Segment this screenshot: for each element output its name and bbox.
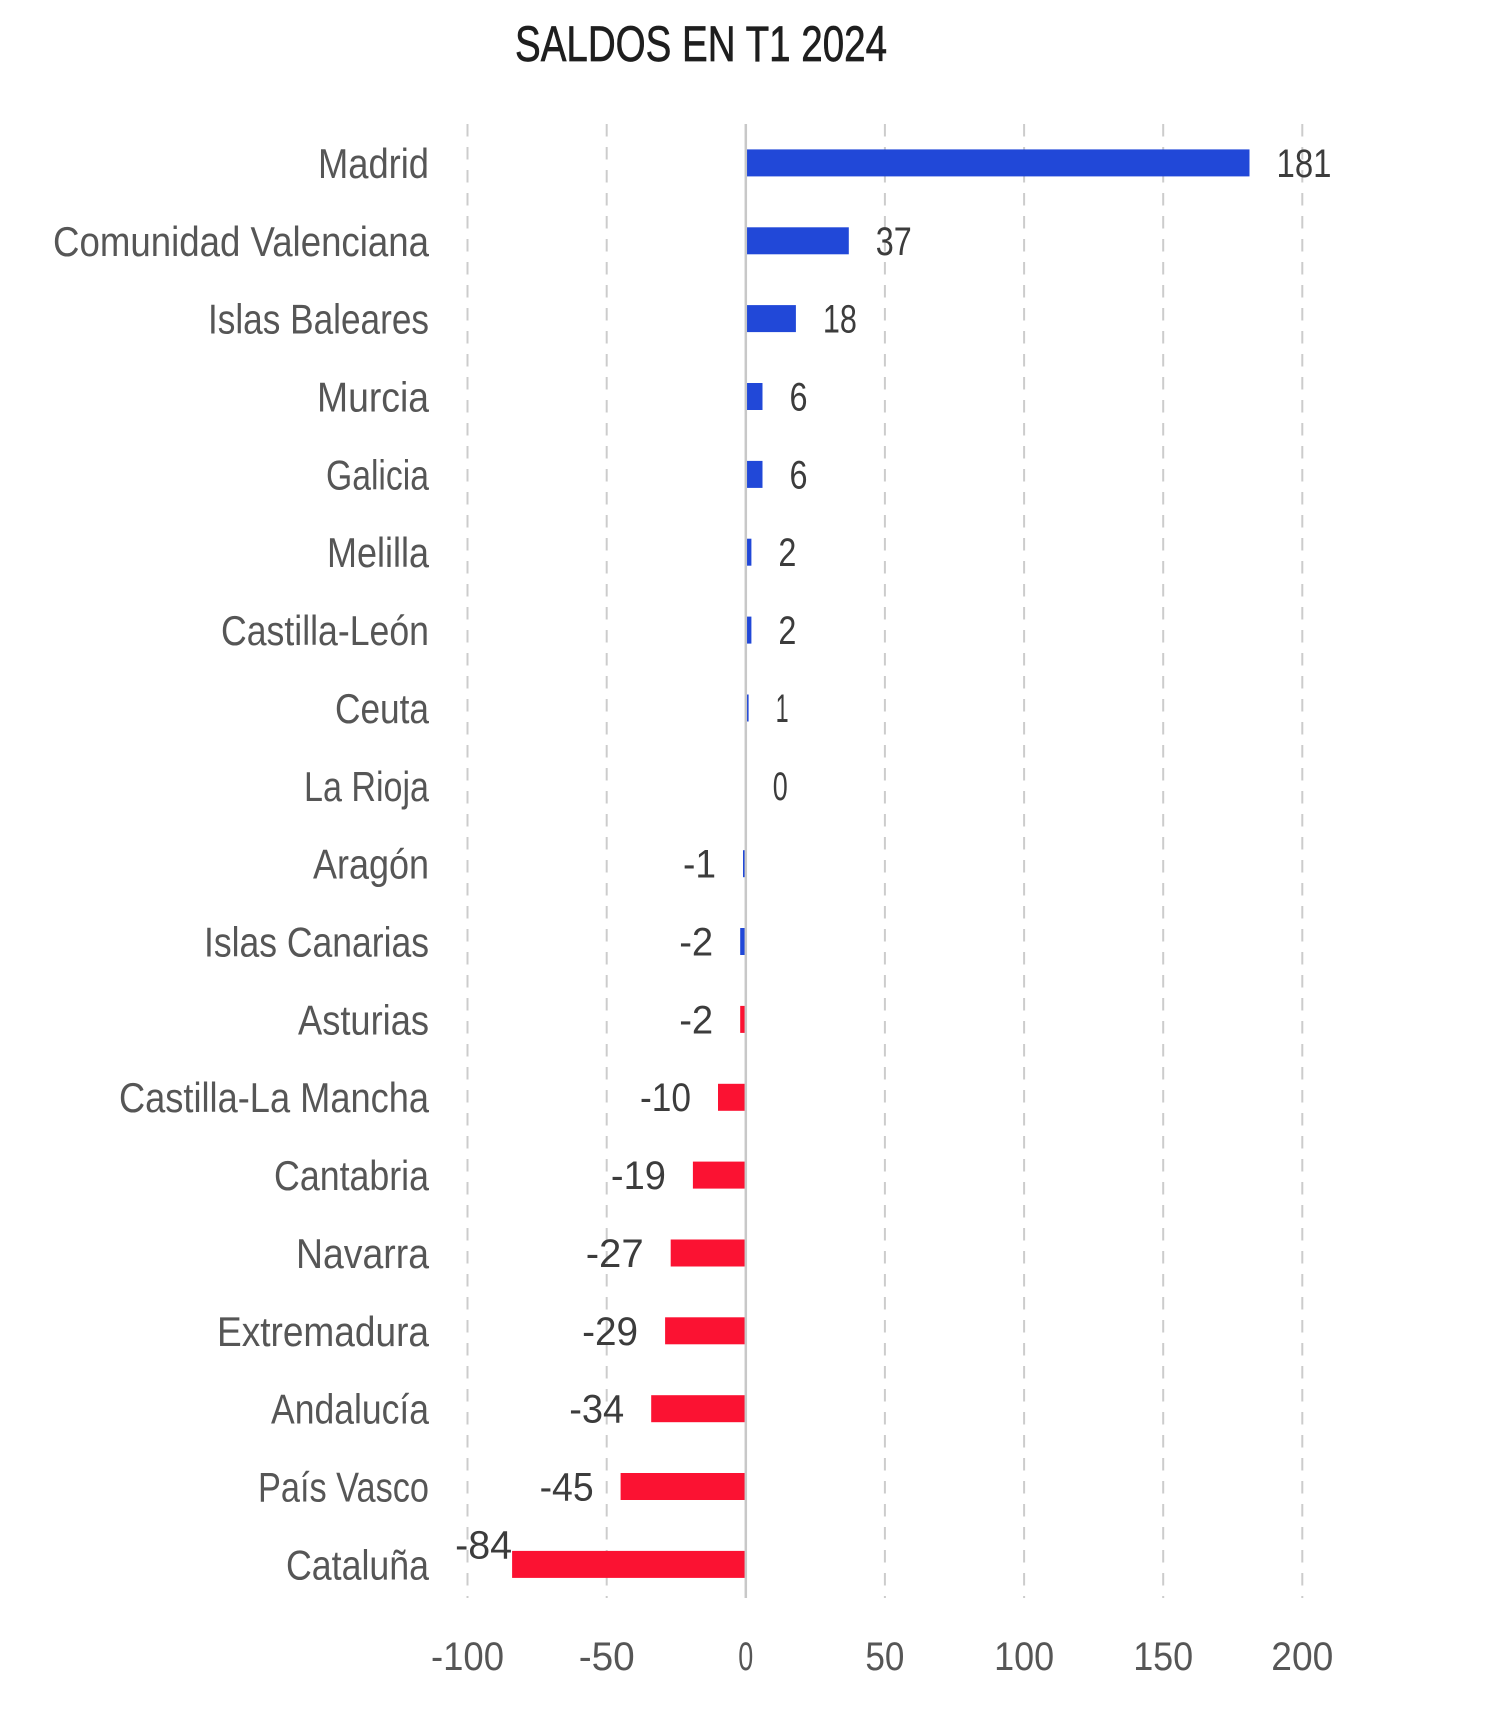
- svg-text:2: 2: [778, 609, 796, 653]
- svg-text:SALDOS EN T1 2024: SALDOS EN T1 2024: [515, 16, 887, 72]
- svg-text:6: 6: [790, 376, 808, 420]
- svg-text:-45: -45: [540, 1466, 594, 1510]
- svg-text:La Rioja: La Rioja: [304, 763, 430, 810]
- svg-text:0: 0: [738, 1635, 753, 1679]
- svg-text:-27: -27: [586, 1232, 644, 1276]
- svg-text:-29: -29: [582, 1310, 638, 1354]
- svg-text:Navarra: Navarra: [296, 1230, 430, 1277]
- svg-text:Melilla: Melilla: [327, 529, 430, 576]
- svg-text:Comunidad Valenciana: Comunidad Valenciana: [53, 218, 430, 265]
- svg-text:37: 37: [876, 220, 912, 264]
- svg-text:Cataluña: Cataluña: [286, 1541, 430, 1588]
- svg-text:150: 150: [1133, 1635, 1193, 1679]
- svg-text:200: 200: [1271, 1635, 1333, 1679]
- svg-text:País Vasco: País Vasco: [258, 1464, 429, 1511]
- svg-text:Asturias: Asturias: [298, 996, 429, 1043]
- svg-text:Galicia: Galicia: [326, 451, 430, 498]
- svg-text:Extremadura: Extremadura: [217, 1308, 430, 1355]
- svg-text:-84: -84: [455, 1523, 512, 1567]
- svg-text:Islas Baleares: Islas Baleares: [208, 296, 429, 343]
- svg-text:-50: -50: [579, 1635, 635, 1679]
- svg-text:181: 181: [1277, 142, 1332, 186]
- svg-text:Islas Canarias: Islas Canarias: [204, 919, 429, 966]
- svg-text:Ceuta: Ceuta: [335, 685, 430, 732]
- svg-text:Castilla-León: Castilla-León: [221, 607, 429, 654]
- svg-text:-10: -10: [640, 1076, 691, 1120]
- svg-text:18: 18: [823, 298, 857, 342]
- svg-text:-2: -2: [679, 998, 713, 1042]
- svg-text:2: 2: [778, 531, 796, 575]
- svg-text:Castilla-La Mancha: Castilla-La Mancha: [119, 1074, 430, 1121]
- svg-text:Madrid: Madrid: [318, 140, 429, 187]
- svg-text:6: 6: [790, 453, 808, 497]
- svg-text:Cantabria: Cantabria: [274, 1152, 430, 1199]
- svg-text:-34: -34: [569, 1388, 624, 1432]
- svg-text:Aragón: Aragón: [313, 841, 429, 888]
- svg-text:-100: -100: [431, 1635, 504, 1679]
- svg-text:Murcia: Murcia: [317, 374, 430, 421]
- svg-text:50: 50: [865, 1635, 904, 1679]
- svg-text:100: 100: [994, 1635, 1054, 1679]
- svg-text:Andalucía: Andalucía: [271, 1386, 430, 1433]
- svg-text:-1: -1: [683, 843, 716, 887]
- svg-text:-19: -19: [611, 1154, 666, 1198]
- svg-text:0: 0: [773, 765, 788, 809]
- svg-text:1: 1: [776, 687, 789, 731]
- svg-text:-2: -2: [679, 921, 713, 965]
